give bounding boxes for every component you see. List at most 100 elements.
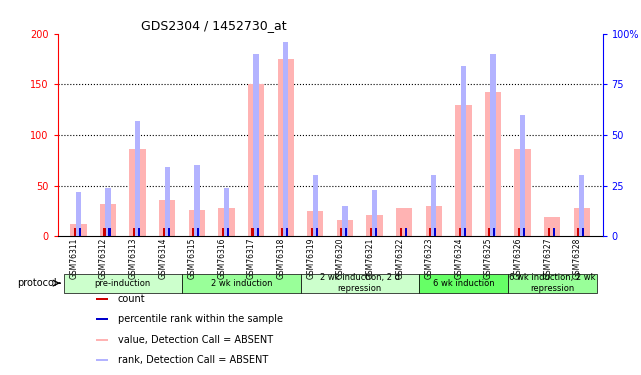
Bar [345, 228, 347, 236]
Bar [286, 228, 288, 236]
Bar [96, 359, 108, 361]
Bar [582, 228, 585, 236]
Text: 2 wk induction: 2 wk induction [210, 279, 272, 288]
Text: GSM76316: GSM76316 [217, 237, 226, 279]
Text: GSM76315: GSM76315 [188, 237, 197, 279]
Bar [248, 84, 264, 236]
Bar [76, 192, 81, 236]
Text: protocol: protocol [17, 278, 57, 288]
Bar [100, 204, 116, 236]
Bar [426, 206, 442, 236]
Bar [399, 228, 402, 236]
Bar [494, 228, 495, 236]
Bar [515, 149, 531, 236]
Bar [553, 228, 554, 236]
Text: value, Detection Call = ABSENT: value, Detection Call = ABSENT [118, 335, 273, 345]
Bar [518, 228, 520, 236]
Text: GDS2304 / 1452730_at: GDS2304 / 1452730_at [141, 19, 287, 32]
Bar [579, 176, 585, 236]
Bar [194, 165, 199, 236]
Bar [461, 66, 466, 236]
Bar [520, 115, 525, 236]
Text: GSM76313: GSM76313 [129, 237, 138, 279]
Bar [129, 149, 146, 236]
Text: GSM76317: GSM76317 [247, 237, 256, 279]
Text: count: count [118, 294, 146, 304]
Bar [459, 228, 461, 236]
Bar [222, 228, 224, 236]
Bar [337, 220, 353, 236]
Bar [79, 228, 81, 236]
Bar [188, 210, 205, 236]
Bar [429, 228, 431, 236]
Bar [574, 208, 590, 236]
Bar [431, 176, 437, 236]
Bar [370, 228, 372, 236]
Bar [307, 211, 324, 236]
Bar [464, 228, 466, 236]
FancyBboxPatch shape [419, 274, 508, 292]
Bar [219, 208, 235, 236]
Bar [96, 318, 108, 320]
Bar [168, 228, 170, 236]
Bar [404, 228, 406, 236]
Bar [547, 228, 550, 236]
Bar [227, 228, 229, 236]
Text: rank, Detection Call = ABSENT: rank, Detection Call = ABSENT [118, 355, 268, 365]
Text: GSM76314: GSM76314 [158, 237, 167, 279]
Bar [375, 228, 377, 236]
Text: 6 wk induction, 2 wk
repression: 6 wk induction, 2 wk repression [509, 273, 595, 293]
Bar [485, 93, 501, 236]
FancyBboxPatch shape [182, 274, 301, 292]
Bar [488, 228, 490, 236]
Bar [367, 215, 383, 236]
Bar [311, 228, 313, 236]
Bar [253, 54, 259, 236]
FancyBboxPatch shape [301, 274, 419, 292]
Text: 6 wk induction: 6 wk induction [433, 279, 494, 288]
Text: GSM76311: GSM76311 [69, 237, 78, 279]
Text: GSM76312: GSM76312 [99, 237, 108, 279]
Bar [74, 228, 76, 236]
Bar [523, 228, 525, 236]
Text: GSM76320: GSM76320 [336, 237, 345, 279]
Bar [197, 228, 199, 236]
Bar [108, 228, 110, 236]
Bar [71, 224, 87, 236]
Bar [256, 228, 258, 236]
Bar [396, 208, 412, 236]
Bar [103, 228, 106, 236]
Bar [544, 217, 560, 236]
Text: GSM76322: GSM76322 [395, 237, 404, 279]
Text: 2 wk induction, 2 d
repression: 2 wk induction, 2 d repression [320, 273, 400, 293]
Bar [163, 228, 165, 236]
Text: GSM76324: GSM76324 [454, 237, 463, 279]
Text: GSM76325: GSM76325 [484, 237, 493, 279]
Bar [105, 188, 111, 236]
Bar [165, 167, 170, 236]
Bar [342, 206, 347, 236]
Text: GSM76321: GSM76321 [365, 237, 374, 279]
Bar [372, 190, 377, 236]
Bar [251, 228, 254, 236]
Bar [316, 228, 318, 236]
FancyBboxPatch shape [63, 274, 182, 292]
Text: GSM76327: GSM76327 [543, 237, 552, 279]
Bar [96, 298, 108, 300]
Bar [281, 228, 283, 236]
FancyBboxPatch shape [508, 274, 597, 292]
Text: pre-induction: pre-induction [95, 279, 151, 288]
Bar [192, 228, 194, 236]
Bar [133, 228, 135, 236]
Text: GSM76318: GSM76318 [277, 237, 286, 279]
Bar [224, 188, 229, 236]
Bar [283, 42, 288, 236]
Text: GSM76319: GSM76319 [306, 237, 315, 279]
Bar [578, 228, 579, 236]
Bar [278, 59, 294, 236]
Bar [135, 121, 140, 236]
Text: GSM76326: GSM76326 [513, 237, 522, 279]
Bar [313, 176, 318, 236]
Bar [159, 200, 176, 236]
Text: GSM76328: GSM76328 [573, 237, 582, 279]
